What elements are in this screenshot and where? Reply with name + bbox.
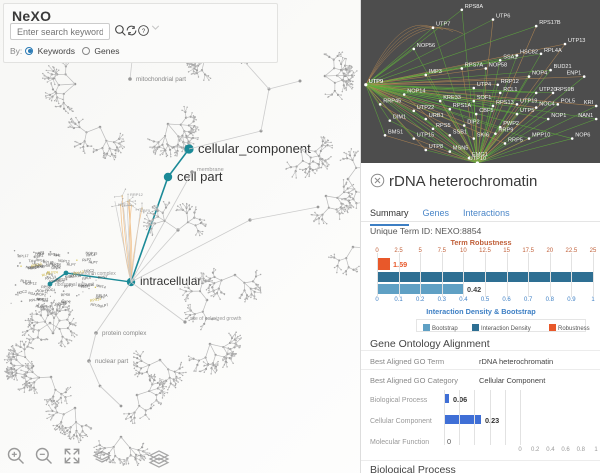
svg-text:RPS14: RPS14 bbox=[36, 297, 48, 303]
svg-text:RLP7: RLP7 bbox=[99, 303, 109, 309]
svg-text:cellular_component: cellular_component bbox=[198, 141, 311, 156]
svg-text:RLP7: RLP7 bbox=[35, 304, 45, 310]
svg-text:RPS14: RPS14 bbox=[48, 253, 60, 257]
svg-text:UTP9: UTP9 bbox=[369, 79, 383, 85]
svg-text:KRE33: KRE33 bbox=[118, 202, 131, 207]
svg-text:NAN1: NAN1 bbox=[578, 113, 593, 119]
svg-text:HSC82: HSC82 bbox=[520, 49, 538, 55]
svg-text:RPS2: RPS2 bbox=[51, 265, 61, 270]
svg-text:UTP6: UTP6 bbox=[496, 14, 510, 20]
svg-text:DIM1: DIM1 bbox=[393, 115, 406, 121]
svg-text:RPS8: RPS8 bbox=[61, 293, 71, 297]
svg-text:protein complex: protein complex bbox=[102, 330, 147, 337]
svg-text:RRP5: RRP5 bbox=[508, 137, 523, 143]
svg-text:IMP3: IMP3 bbox=[429, 69, 442, 75]
svg-text:RPF2: RPF2 bbox=[64, 283, 74, 288]
svg-text:membrane: membrane bbox=[197, 167, 224, 173]
svg-text:NOP14: NOP14 bbox=[407, 89, 425, 95]
svg-text:RCL1: RCL1 bbox=[503, 87, 517, 93]
svg-text:UTP7: UTP7 bbox=[436, 22, 450, 28]
svg-text:RPS8A: RPS8A bbox=[465, 4, 484, 10]
svg-text:UTP13: UTP13 bbox=[568, 38, 585, 44]
svg-text:RPL35: RPL35 bbox=[43, 260, 54, 265]
svg-text:BUD21: BUD21 bbox=[554, 64, 572, 70]
svg-text:CBF5: CBF5 bbox=[479, 108, 493, 114]
svg-text:RPS5: RPS5 bbox=[436, 123, 451, 129]
svg-text:CBF5: CBF5 bbox=[140, 208, 151, 213]
svg-text:RPF2: RPF2 bbox=[49, 279, 58, 283]
svg-text:RRP9: RRP9 bbox=[498, 128, 513, 134]
svg-text:NOC2: NOC2 bbox=[17, 290, 28, 296]
svg-text:intracellular: intracellular bbox=[140, 274, 201, 288]
svg-text:UTP15: UTP15 bbox=[417, 133, 434, 139]
svg-text:MSN5: MSN5 bbox=[453, 146, 469, 152]
svg-text:URB1: URB1 bbox=[429, 113, 444, 119]
svg-text:ENP1: ENP1 bbox=[567, 71, 582, 77]
svg-text:RLP7: RLP7 bbox=[82, 258, 91, 263]
svg-text:UTP4: UTP4 bbox=[477, 82, 491, 88]
svg-text:RPL7A: RPL7A bbox=[96, 294, 108, 298]
svg-text:nuclear part: nuclear part bbox=[95, 358, 129, 365]
svg-text:KRE33: KRE33 bbox=[443, 95, 461, 101]
svg-text:SSB1: SSB1 bbox=[453, 129, 467, 135]
svg-text:NOP56: NOP56 bbox=[417, 43, 435, 49]
svg-text:RPS13: RPS13 bbox=[496, 100, 514, 106]
svg-text:RPS8: RPS8 bbox=[41, 285, 50, 289]
svg-text:?: ? bbox=[142, 29, 146, 35]
svg-text:PWP2: PWP2 bbox=[503, 121, 519, 127]
svg-text:NOP1: NOP1 bbox=[551, 113, 566, 119]
svg-text:RPS17B: RPS17B bbox=[539, 20, 561, 26]
svg-text:RPS2: RPS2 bbox=[98, 275, 108, 280]
svg-text:KRI: KRI bbox=[584, 100, 594, 106]
svg-text:RPL6: RPL6 bbox=[90, 303, 99, 308]
svg-text:RRP12: RRP12 bbox=[501, 79, 519, 85]
svg-text:RPL4A: RPL4A bbox=[544, 48, 562, 54]
svg-text:SKI6: SKI6 bbox=[477, 133, 489, 139]
svg-text:RPL6: RPL6 bbox=[82, 276, 92, 282]
svg-text:MRT4: MRT4 bbox=[96, 284, 106, 290]
svg-text:NOP4: NOP4 bbox=[532, 71, 547, 77]
svg-text:NOP58: NOP58 bbox=[489, 62, 507, 68]
svg-text:RPS9B: RPS9B bbox=[556, 87, 575, 93]
svg-text:RPL17: RPL17 bbox=[18, 254, 29, 258]
svg-text:SSA1: SSA1 bbox=[503, 54, 517, 60]
svg-text:RPS1A: RPS1A bbox=[453, 103, 472, 109]
svg-text:NOC4: NOC4 bbox=[539, 102, 555, 108]
svg-text:MPP10: MPP10 bbox=[532, 133, 550, 139]
svg-text:UTP20: UTP20 bbox=[539, 87, 556, 93]
svg-text:POL5: POL5 bbox=[561, 98, 575, 104]
svg-text:DIP2: DIP2 bbox=[467, 120, 479, 126]
svg-text:UTP22: UTP22 bbox=[417, 105, 434, 111]
svg-text:SOF1: SOF1 bbox=[477, 95, 492, 101]
svg-text:RLP24: RLP24 bbox=[20, 279, 31, 284]
svg-text:RRP45: RRP45 bbox=[383, 98, 401, 104]
svg-text:RRP12: RRP12 bbox=[130, 192, 144, 197]
svg-text:UTP8: UTP8 bbox=[429, 144, 443, 150]
svg-text:RPS7A: RPS7A bbox=[465, 62, 484, 68]
svg-text:UTP10: UTP10 bbox=[469, 156, 486, 162]
svg-text:NOP6: NOP6 bbox=[575, 133, 590, 139]
svg-text:NOC2: NOC2 bbox=[84, 269, 94, 273]
svg-text:UTP19: UTP19 bbox=[520, 98, 537, 104]
svg-text:RLP24: RLP24 bbox=[47, 271, 58, 275]
svg-text:mitochondrial part: mitochondrial part bbox=[136, 76, 186, 83]
svg-text:UTP5: UTP5 bbox=[520, 108, 534, 114]
svg-text:BMS1: BMS1 bbox=[388, 129, 403, 135]
